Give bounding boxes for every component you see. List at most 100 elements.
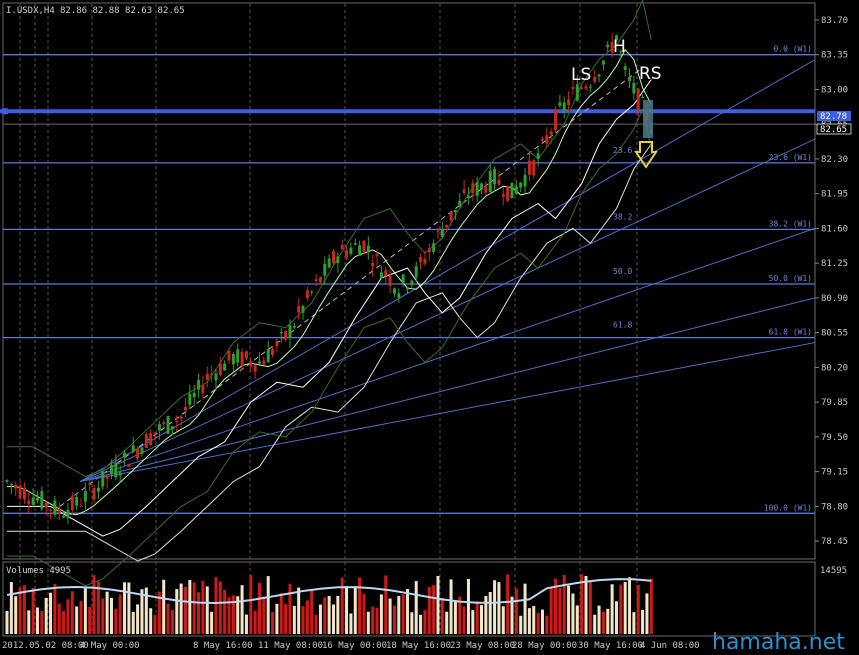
volume-bar: [375, 607, 379, 634]
candle-body: [197, 379, 201, 390]
volume-bar: [462, 606, 466, 634]
volume-bar: [397, 595, 401, 634]
volume-bar: [157, 591, 161, 634]
volume-bar: [519, 615, 523, 634]
volume-bar: [632, 612, 636, 634]
x-tick-label: 2012.05.02 08:00: [2, 641, 89, 651]
candle-body: [506, 186, 510, 201]
candle-body: [406, 288, 410, 290]
candle-body: [9, 483, 13, 486]
volume-bar: [545, 615, 549, 634]
volume-bar: [506, 574, 510, 634]
volume-bar: [22, 585, 26, 634]
y-tick-label: 81.25: [821, 259, 848, 269]
candle-body: [619, 51, 623, 53]
fib-label: 38.2 (W1): [769, 219, 812, 228]
volume-bar: [406, 588, 410, 634]
candle-body: [305, 290, 309, 298]
volume-bar: [353, 587, 357, 634]
candle-body: [118, 472, 122, 476]
volume-bar: [410, 612, 414, 634]
candle-body: [83, 490, 87, 502]
y-tick-label: 79.85: [821, 398, 848, 408]
candle-body: [14, 484, 18, 489]
candle-body: [153, 432, 157, 434]
candle-body: [92, 487, 96, 500]
volume-bar: [75, 606, 79, 634]
candle-body: [388, 275, 392, 286]
y-tick-label: 81.95: [821, 190, 848, 200]
candle-body: [166, 416, 170, 434]
candle-body: [623, 66, 627, 70]
candle-body: [554, 109, 558, 131]
candle-body: [628, 77, 632, 82]
volume-bar: [284, 604, 288, 634]
candle-body: [40, 490, 44, 509]
fan-line: [79, 59, 816, 482]
volume-bar: [392, 605, 396, 634]
candle-body: [397, 293, 401, 298]
volume-bar: [9, 582, 13, 634]
main-panel-frame: [2, 2, 816, 560]
candle-body: [201, 385, 205, 394]
volume-bar: [440, 597, 444, 634]
candle-body: [493, 168, 497, 185]
y-tick-label: 81.60: [821, 224, 848, 234]
volume-bar: [610, 584, 614, 634]
volume-bar: [649, 578, 653, 634]
candle-body: [349, 247, 353, 254]
candle-body: [484, 186, 488, 193]
volume-bar: [371, 606, 375, 634]
fib-inner-label: 23.6: [613, 146, 632, 155]
volume-bar: [549, 586, 553, 634]
volume-bar: [223, 589, 227, 634]
volume-bar: [523, 583, 527, 634]
y-tick-label: 80.20: [821, 363, 848, 373]
volume-bar: [301, 606, 305, 634]
volume-bar: [427, 586, 431, 634]
candle-body: [575, 84, 579, 101]
volume-bar: [628, 577, 632, 634]
fib-label: 100.0 (W1): [764, 503, 812, 512]
volume-bar: [449, 579, 453, 634]
candle-body: [210, 373, 214, 376]
volume-bar: [588, 580, 592, 634]
candle-body: [597, 74, 601, 77]
volume-bar: [497, 582, 501, 634]
volume-bar: [645, 593, 649, 634]
volume-bar: [636, 584, 640, 634]
volume-bar: [571, 593, 575, 634]
candle-body: [96, 487, 100, 492]
candle-body: [275, 340, 279, 347]
candle-body: [205, 373, 209, 380]
candle-body: [227, 350, 231, 361]
volume-bar: [332, 604, 335, 634]
candle-body: [340, 244, 344, 250]
volume-bar: [514, 588, 518, 634]
volume-bar: [466, 579, 470, 634]
y-tick-label: 83.00: [821, 85, 848, 95]
volume-bar: [83, 588, 87, 634]
volume-bar: [92, 575, 96, 634]
candle-body: [549, 131, 553, 135]
band-upper-line: [7, 0, 652, 478]
volume-bar: [536, 613, 540, 634]
fan-line: [79, 227, 816, 483]
price-box-current: [816, 123, 852, 135]
volume-bars: [5, 574, 653, 634]
volume-bar: [366, 611, 370, 634]
y-tick-label: 83.70: [821, 16, 848, 26]
candle-body: [423, 258, 427, 264]
volume-bar: [432, 585, 436, 634]
y-tick-label: 79.15: [821, 468, 848, 478]
volume-bar: [62, 611, 66, 634]
volume-bar: [288, 583, 292, 634]
y-tick-label: 78.45: [821, 537, 848, 547]
volume-bar: [240, 585, 244, 634]
candle-body: [327, 258, 331, 268]
volume-bar: [458, 596, 462, 634]
candle-body: [353, 243, 357, 245]
candle-body: [497, 179, 501, 185]
volume-bar: [31, 587, 35, 634]
